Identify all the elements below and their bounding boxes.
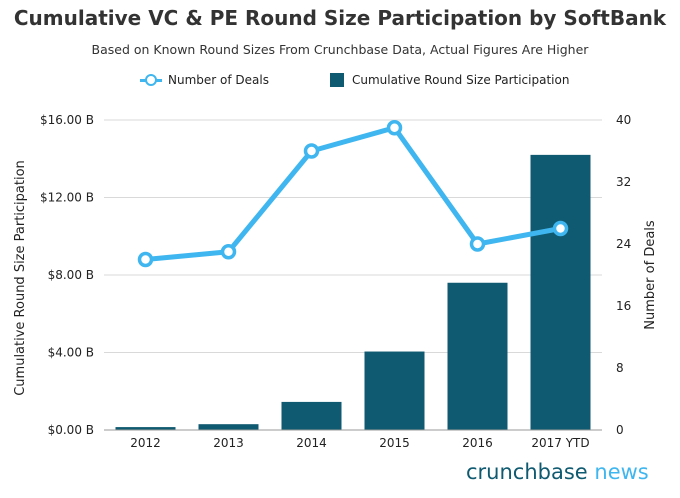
x-tick-label: 2013 bbox=[213, 436, 244, 450]
legend-item-deals: Number of Deals bbox=[140, 73, 269, 87]
y-axis-title: Cumulative Round Size Participation bbox=[13, 160, 28, 396]
bar-swatch-icon bbox=[330, 73, 344, 87]
line-marker-icon bbox=[140, 74, 162, 86]
y2-tick-label: 16 bbox=[616, 299, 631, 313]
x-tick-label: 2015 bbox=[379, 436, 410, 450]
deals-point bbox=[137, 251, 154, 268]
y-tick-label: $0.00 B bbox=[48, 423, 94, 437]
x-tick-label: 2012 bbox=[130, 436, 161, 450]
chart-subtitle: Based on Known Round Sizes From Crunchba… bbox=[91, 42, 589, 57]
legend-item-participation: Cumulative Round Size Participation bbox=[330, 73, 569, 87]
deals-point bbox=[303, 143, 320, 159]
x-tick-label: 2014 bbox=[296, 436, 327, 450]
brand-logo: crunchbase news bbox=[466, 460, 649, 484]
bar bbox=[530, 154, 591, 430]
deals-point bbox=[220, 244, 237, 260]
brand-part2: news bbox=[587, 460, 649, 484]
legend-label-deals: Number of Deals bbox=[168, 73, 269, 87]
y-tick-label: $4.00 B bbox=[48, 346, 94, 360]
y2-tick-label: 32 bbox=[616, 175, 631, 189]
deals-point bbox=[469, 236, 486, 252]
y2-axis-title: Number of Deals bbox=[643, 220, 658, 330]
deals-line bbox=[143, 125, 563, 262]
y2-tick-label: 8 bbox=[616, 361, 624, 375]
legend: Number of Deals Cumulative Round Size Pa… bbox=[0, 70, 680, 92]
legend-label-participation: Cumulative Round Size Participation bbox=[352, 73, 570, 87]
y2-tick-label: 24 bbox=[616, 237, 631, 251]
bar bbox=[447, 282, 508, 430]
bar bbox=[115, 427, 176, 430]
y-tick-label: $8.00 B bbox=[48, 268, 94, 282]
bar bbox=[281, 401, 342, 430]
bar bbox=[364, 351, 425, 430]
deals-point bbox=[386, 120, 403, 136]
y2-tick-label: 0 bbox=[616, 423, 624, 437]
y2-tick-label: 40 bbox=[616, 113, 631, 127]
chart-title: Cumulative VC & PE Round Size Participat… bbox=[13, 6, 667, 30]
y-tick-label: $16.00 B bbox=[40, 113, 94, 127]
x-tick-label: 2016 bbox=[462, 436, 493, 450]
y-tick-label: $12.00 B bbox=[40, 191, 94, 205]
x-tick-label: 2017 YTD bbox=[531, 436, 589, 450]
brand-part1: crunchbase bbox=[466, 460, 588, 484]
deals-point bbox=[552, 220, 569, 237]
bar bbox=[198, 424, 259, 430]
